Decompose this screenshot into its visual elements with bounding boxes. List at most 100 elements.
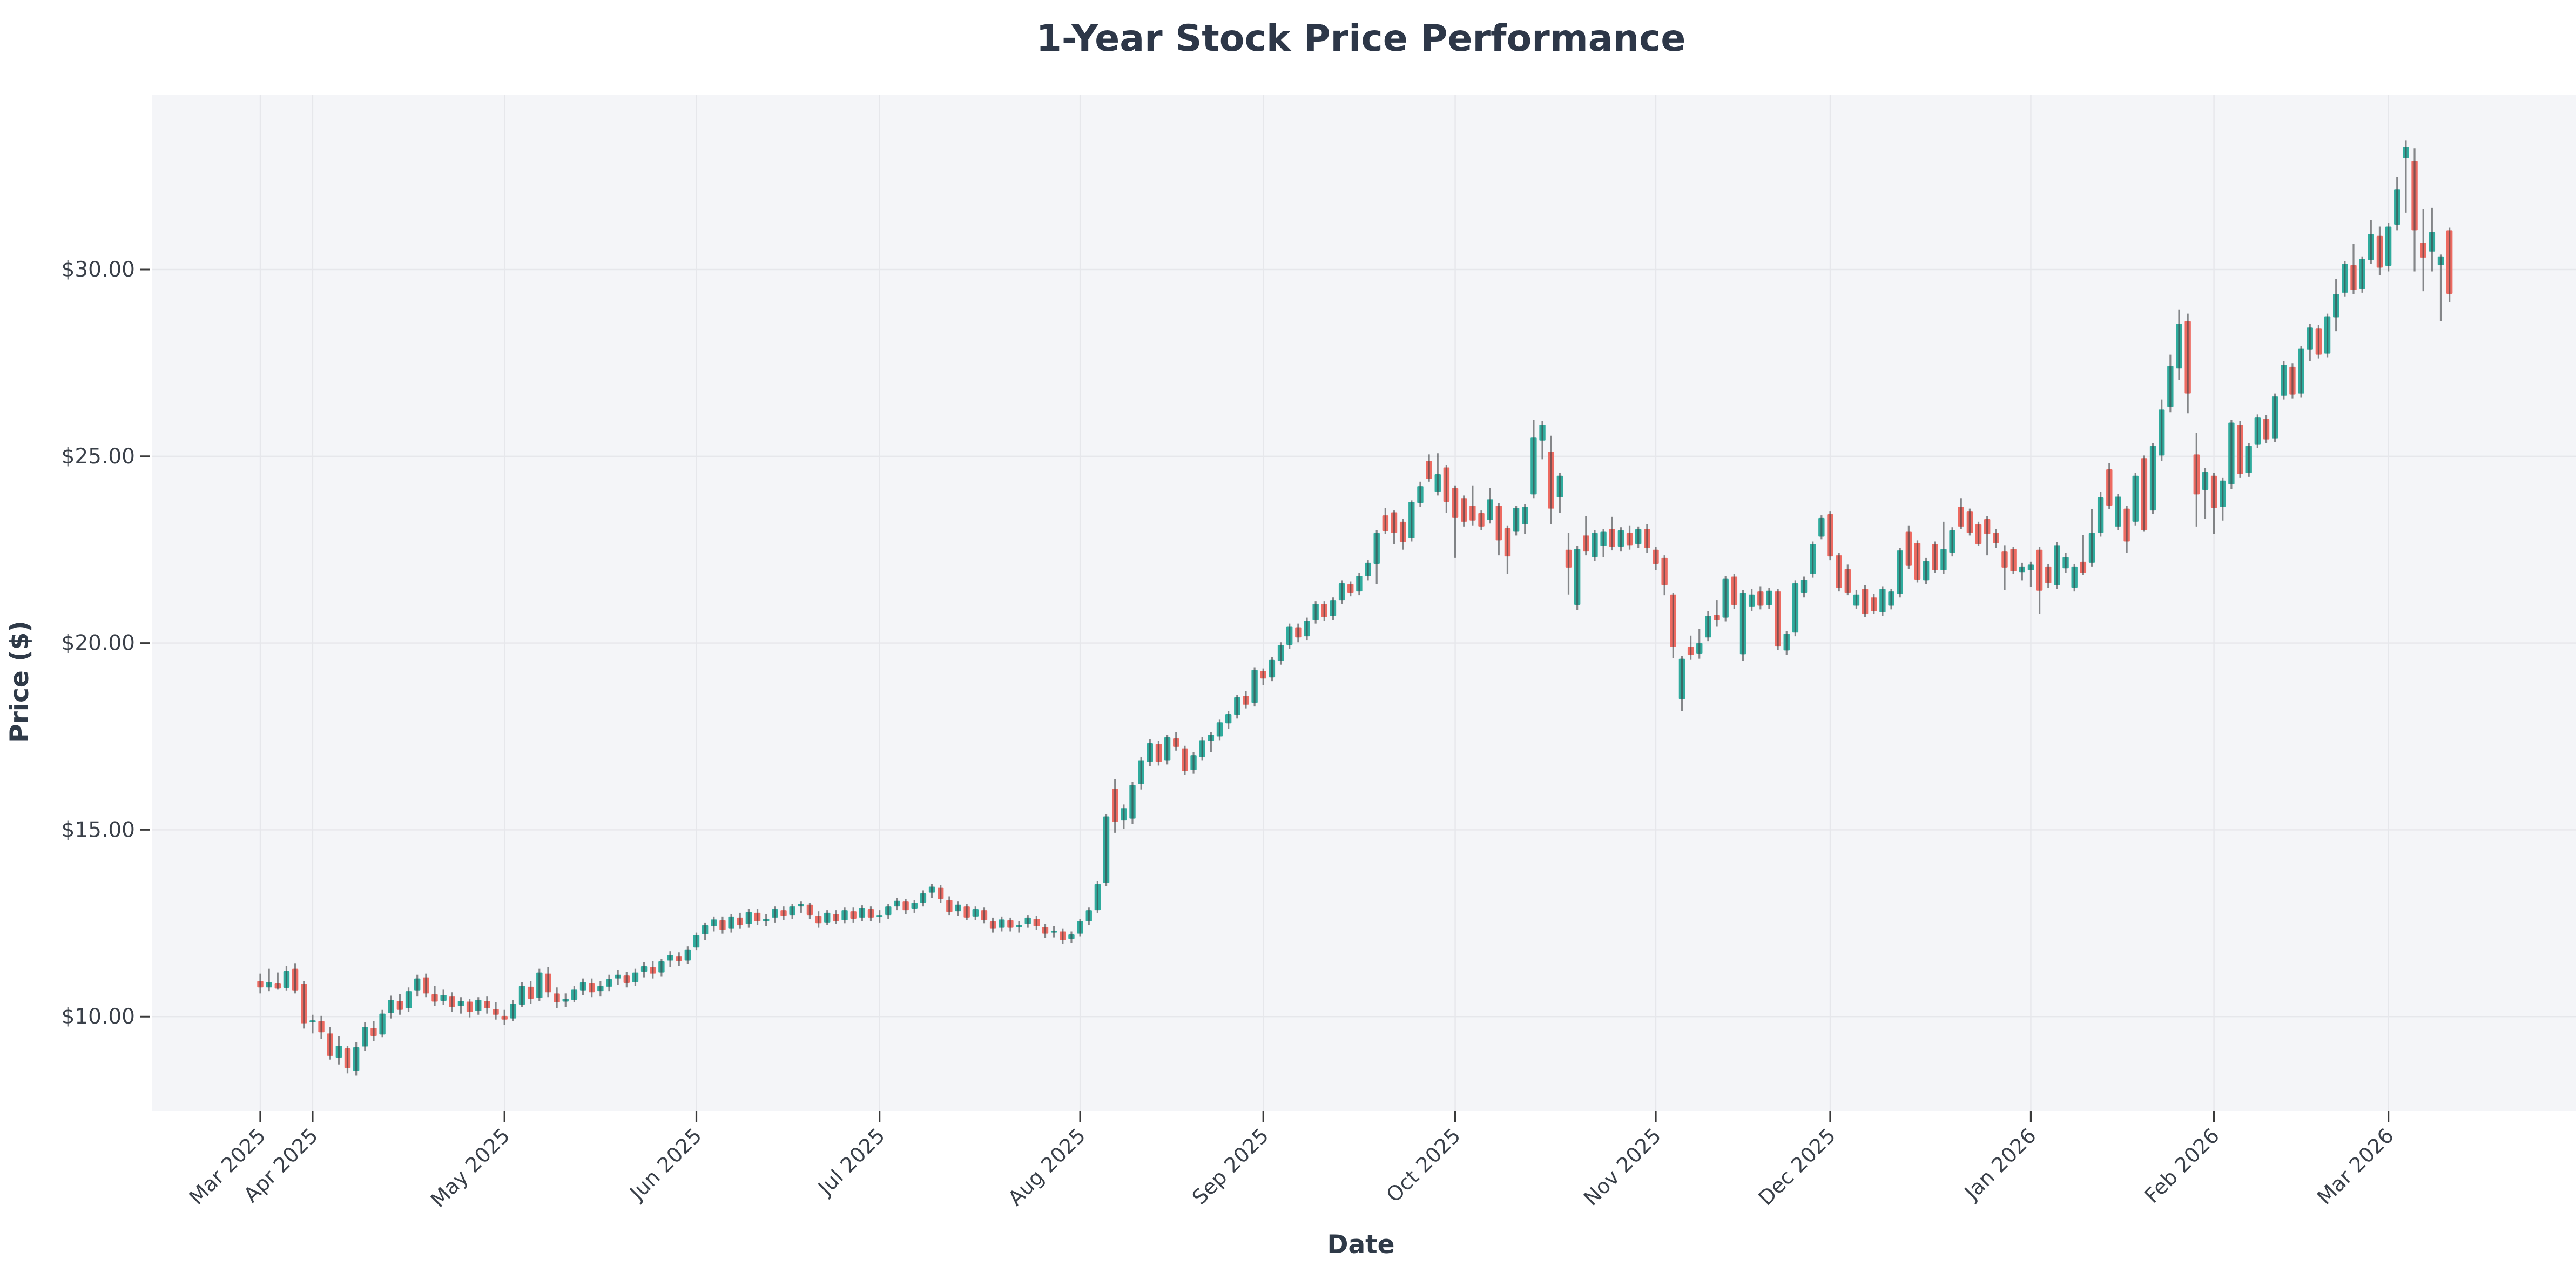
x-tick-label: Sep 2025 bbox=[1188, 1123, 1273, 1209]
candle-down bbox=[2184, 313, 2191, 414]
candle-up bbox=[579, 978, 586, 995]
candle-up bbox=[475, 997, 482, 1015]
candle-up bbox=[1879, 586, 1886, 616]
candle-down bbox=[1687, 635, 1694, 660]
candle-up bbox=[353, 1042, 360, 1076]
candle-up bbox=[1800, 576, 1808, 598]
candle-down bbox=[650, 961, 656, 979]
candle-up bbox=[1373, 530, 1380, 584]
candle-down bbox=[1984, 516, 1991, 556]
candle-down bbox=[1173, 732, 1179, 751]
candle-up bbox=[1338, 580, 1345, 604]
candle-up bbox=[1592, 530, 1598, 561]
candle-up bbox=[1818, 515, 1825, 540]
candle-up bbox=[2437, 254, 2444, 321]
candle-down bbox=[257, 973, 264, 994]
candle-up bbox=[1129, 782, 1136, 825]
candle-down bbox=[2141, 455, 2148, 532]
candle-down bbox=[2315, 325, 2322, 359]
candle-down bbox=[1548, 435, 1554, 524]
x-tick-label: Aug 2025 bbox=[1003, 1123, 1090, 1210]
candle-up bbox=[1286, 623, 1293, 649]
candle-up bbox=[597, 981, 604, 997]
candle-down bbox=[1452, 485, 1459, 558]
candle-down bbox=[301, 981, 307, 1029]
candle-down bbox=[1443, 465, 1450, 513]
axis-tick-marks bbox=[140, 268, 2390, 1122]
candle-down bbox=[1862, 585, 1869, 617]
candle-up bbox=[2019, 562, 2025, 581]
candle-down bbox=[423, 973, 429, 998]
candle-up bbox=[2333, 279, 2339, 332]
candle-down bbox=[1399, 519, 1406, 550]
candle-up bbox=[1356, 573, 1363, 596]
candle-up bbox=[1792, 580, 1799, 637]
candle-down bbox=[1653, 547, 1659, 570]
candle-up bbox=[1234, 695, 1240, 719]
candle-up bbox=[379, 1009, 386, 1038]
candle-down bbox=[1461, 495, 1467, 527]
candle-up bbox=[1016, 921, 1022, 933]
candle-down bbox=[1391, 510, 1398, 544]
candle-down bbox=[1914, 540, 1921, 583]
candle-up bbox=[562, 993, 569, 1007]
candle-up bbox=[2342, 261, 2348, 297]
candle-down bbox=[554, 987, 560, 1008]
candle-up bbox=[606, 974, 612, 992]
candle-up bbox=[571, 986, 578, 1002]
candle-down bbox=[2263, 415, 2270, 443]
candle-up bbox=[798, 901, 804, 913]
candle-up bbox=[972, 906, 979, 920]
candle-up bbox=[1085, 907, 1092, 925]
candle-down bbox=[2036, 547, 2043, 614]
candle-up bbox=[510, 1000, 517, 1021]
candle-down bbox=[2420, 208, 2426, 292]
candle-down bbox=[676, 952, 682, 966]
candle-up bbox=[405, 987, 412, 1012]
candle-up bbox=[1147, 739, 1153, 766]
candle-down bbox=[466, 999, 473, 1018]
candle-down bbox=[1775, 589, 1781, 650]
candle-up bbox=[1722, 576, 1729, 622]
candle-up bbox=[2429, 207, 2436, 272]
y-tick-label: $20.00 bbox=[62, 631, 135, 656]
x-tick-label: Jun 2025 bbox=[624, 1123, 706, 1205]
x-tick-label: Feb 2026 bbox=[2140, 1123, 2224, 1208]
candle-down bbox=[2237, 421, 2243, 478]
candle-up bbox=[1417, 481, 1424, 507]
y-axis-title: Price ($) bbox=[5, 621, 35, 743]
candle-down bbox=[1958, 498, 1964, 529]
candle-up bbox=[2245, 443, 2252, 477]
candle-up bbox=[2088, 509, 2095, 567]
candle-down bbox=[1836, 553, 1842, 592]
candle-down bbox=[2446, 227, 2453, 302]
candle-up bbox=[772, 906, 778, 923]
candle-up bbox=[2403, 140, 2409, 213]
candle-up bbox=[999, 916, 1005, 932]
candle-down bbox=[1295, 623, 1302, 643]
candle-up bbox=[536, 968, 543, 1001]
candle-up bbox=[955, 901, 961, 916]
candle-down bbox=[815, 911, 822, 928]
candle-up bbox=[1330, 597, 1337, 620]
candle-down bbox=[370, 1021, 377, 1041]
candle-down bbox=[623, 972, 630, 988]
candle-down bbox=[1504, 525, 1511, 574]
candle-up bbox=[711, 916, 717, 932]
candle-down bbox=[1478, 510, 1485, 530]
candle-up bbox=[2054, 542, 2060, 589]
candle-up bbox=[2254, 414, 2261, 448]
candle-down bbox=[1060, 928, 1066, 944]
candle-down bbox=[1626, 525, 1633, 550]
candle-up bbox=[1312, 601, 1319, 624]
candle-down bbox=[2210, 473, 2217, 534]
candle-down bbox=[527, 981, 534, 1004]
candle-down bbox=[1827, 511, 1833, 561]
candle-down bbox=[989, 917, 996, 933]
candle-down bbox=[545, 967, 551, 998]
candle-up bbox=[632, 968, 639, 986]
candle-down bbox=[806, 903, 813, 919]
candle-down bbox=[1583, 516, 1589, 556]
candle-up bbox=[1574, 546, 1581, 610]
